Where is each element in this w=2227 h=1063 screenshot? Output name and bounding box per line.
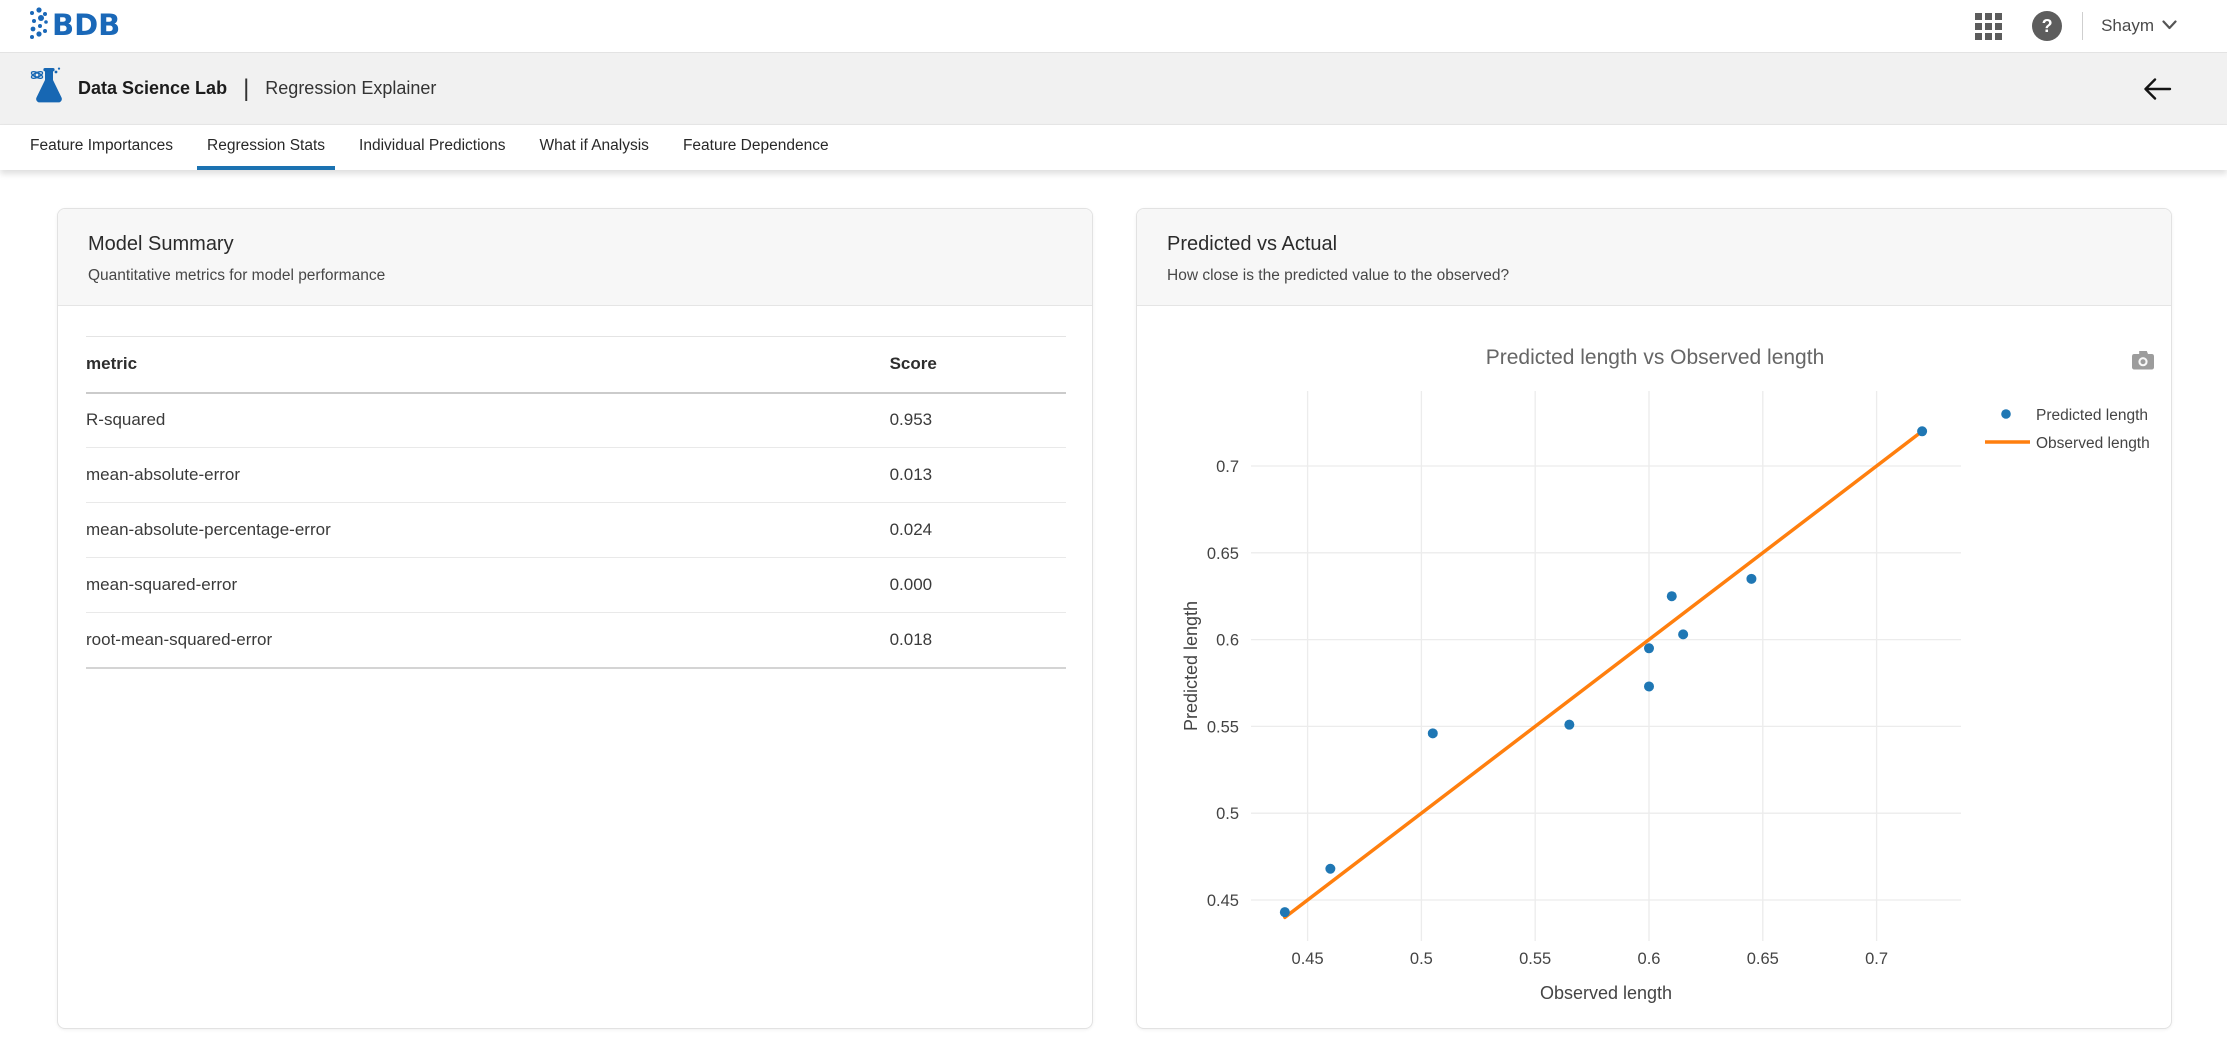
user-name: Shaym (2101, 16, 2154, 35)
table-row: mean-absolute-percentage-error 0.024 (86, 502, 1066, 558)
scatter-point (1666, 591, 1677, 602)
page-title: Regression Explainer (265, 78, 437, 98)
metric-score: 0.024 (889, 502, 1066, 558)
tab-individual-predictions[interactable]: Individual Predictions (359, 136, 506, 154)
column-header-score: Score (889, 336, 1066, 394)
x-tick-label: 0.7 (1865, 950, 1888, 968)
legend-marker-predicted-length[interactable] (2001, 409, 2011, 419)
x-tick-label: 0.5 (1410, 950, 1433, 968)
tab-feature-importances[interactable]: Feature Importances (30, 136, 174, 154)
chart-title: Predicted length vs Observed length (1486, 346, 1825, 369)
table-row: R-squared 0.953 (86, 392, 1066, 448)
card-subtitle: How close is the predicted value to the … (1167, 267, 1510, 284)
scatter-point (1564, 719, 1575, 730)
user-menu[interactable]: Shaym (2101, 16, 2177, 36)
y-tick-label: 0.55 (1207, 718, 1239, 736)
topbar-actions: ? Shaym (1975, 11, 2177, 41)
main-content: Model Summary Quantitative metrics for m… (0, 170, 2227, 1029)
app-name: Data Science Lab (78, 78, 228, 98)
metric-name: mean-absolute-error (86, 447, 890, 503)
table-row: root-mean-squared-error 0.018 (86, 612, 1066, 669)
tab-bar: Feature Importances Regression Stats Indiv… (0, 125, 2227, 170)
scatter-point (1917, 426, 1928, 437)
metric-score: 0.018 (889, 612, 1066, 669)
apps-grid-icon[interactable] (1975, 12, 2003, 40)
bdb-logo-icon[interactable]: BDB (28, 6, 136, 47)
y-tick-label: 0.45 (1207, 892, 1239, 910)
observed-line (1283, 429, 1924, 920)
tab-regression-stats[interactable]: Regression Stats (197, 125, 336, 170)
legend-label-predicted-length: Predicted length (2036, 407, 2148, 424)
y-axis-title: Predicted length (1181, 601, 1201, 731)
chart-container: 0.45 0.5 0.55 0.6 0.65 0.7 0.45 0.5 0.55 0.6 0.65 0… (1137, 306, 2171, 1028)
metric-score: 0.013 (889, 447, 1066, 503)
metrics-table: metric Score R-squared 0.953 mean-absolute-… (86, 336, 1066, 669)
arrow-left-icon[interactable] (2142, 76, 2172, 102)
scatter-point (1644, 681, 1654, 692)
x-tick-label: 0.45 (1292, 950, 1324, 968)
top-bar: BDB ? Shaym (0, 0, 2227, 52)
predicted-vs-actual-chart: 0.45 0.5 0.55 0.6 0.65 0.7 0.45 0.5 0.55 0.6 0.65 0… (1181, 346, 2150, 1003)
tab-what-if-analysis[interactable]: What if Analysis (539, 136, 649, 154)
card-title: Predicted vs Actual (1167, 233, 1338, 255)
scatter-point (1279, 907, 1290, 918)
card-title: Model Summary (88, 233, 234, 255)
model-summary-body: metric Score R-squared 0.953 mean-absolute-… (58, 336, 1092, 1028)
sub-header: Data Science Lab | Regression Explainer (0, 52, 2227, 125)
metric-score: 0.953 (889, 392, 1066, 448)
predicted-vs-actual-header: Predicted vs Actual How close is the pre… (1137, 209, 2171, 306)
scatter-point (1644, 643, 1654, 654)
legend-label-observed-length: Observed length (2036, 435, 2150, 452)
svg-text:BDB: BDB (52, 8, 120, 42)
metric-name: mean-absolute-percentage-error (86, 502, 890, 558)
model-summary-header: Model Summary Quantitative metrics for m… (58, 209, 1092, 306)
metric-name: root-mean-squared-error (86, 612, 890, 669)
metric-name: mean-squared-error (86, 557, 890, 613)
table-row: mean-absolute-error 0.013 (86, 447, 1066, 503)
y-tick-label: 0.5 (1216, 805, 1239, 823)
y-tick-label: 0.65 (1207, 545, 1239, 563)
tab-feature-dependence[interactable]: Feature Dependence (682, 136, 829, 154)
scatter-point (1746, 573, 1757, 584)
x-axis-title: Observed length (1540, 983, 1672, 1003)
column-header-metric: metric (86, 336, 890, 394)
x-tick-label: 0.55 (1519, 950, 1551, 968)
title-separator: | (243, 74, 250, 102)
y-tick-label: 0.6 (1216, 632, 1239, 650)
metric-score: 0.000 (889, 557, 1066, 613)
model-summary-card: Model Summary Quantitative metrics for m… (57, 208, 1093, 1029)
scatter-point (1427, 728, 1438, 739)
topbar-divider (2082, 12, 2084, 40)
predicted-vs-actual-card: Predicted vs Actual How close is the pre… (1136, 208, 2172, 1029)
x-tick-label: 0.65 (1747, 950, 1779, 968)
card-subtitle: Quantitative metrics for model performan… (88, 267, 386, 284)
help-icon[interactable]: ? (2032, 11, 2063, 41)
metric-name: R-squared (86, 392, 890, 448)
scatter-point (1678, 629, 1689, 640)
camera-icon[interactable] (2131, 350, 2155, 376)
y-tick-label: 0.7 (1216, 458, 1239, 476)
x-tick-label: 0.6 (1638, 950, 1661, 968)
chevron-down-icon (2162, 17, 2177, 35)
table-row: mean-squared-error 0.000 (86, 557, 1066, 613)
flask-icon (30, 66, 66, 111)
scatter-point (1325, 863, 1336, 874)
